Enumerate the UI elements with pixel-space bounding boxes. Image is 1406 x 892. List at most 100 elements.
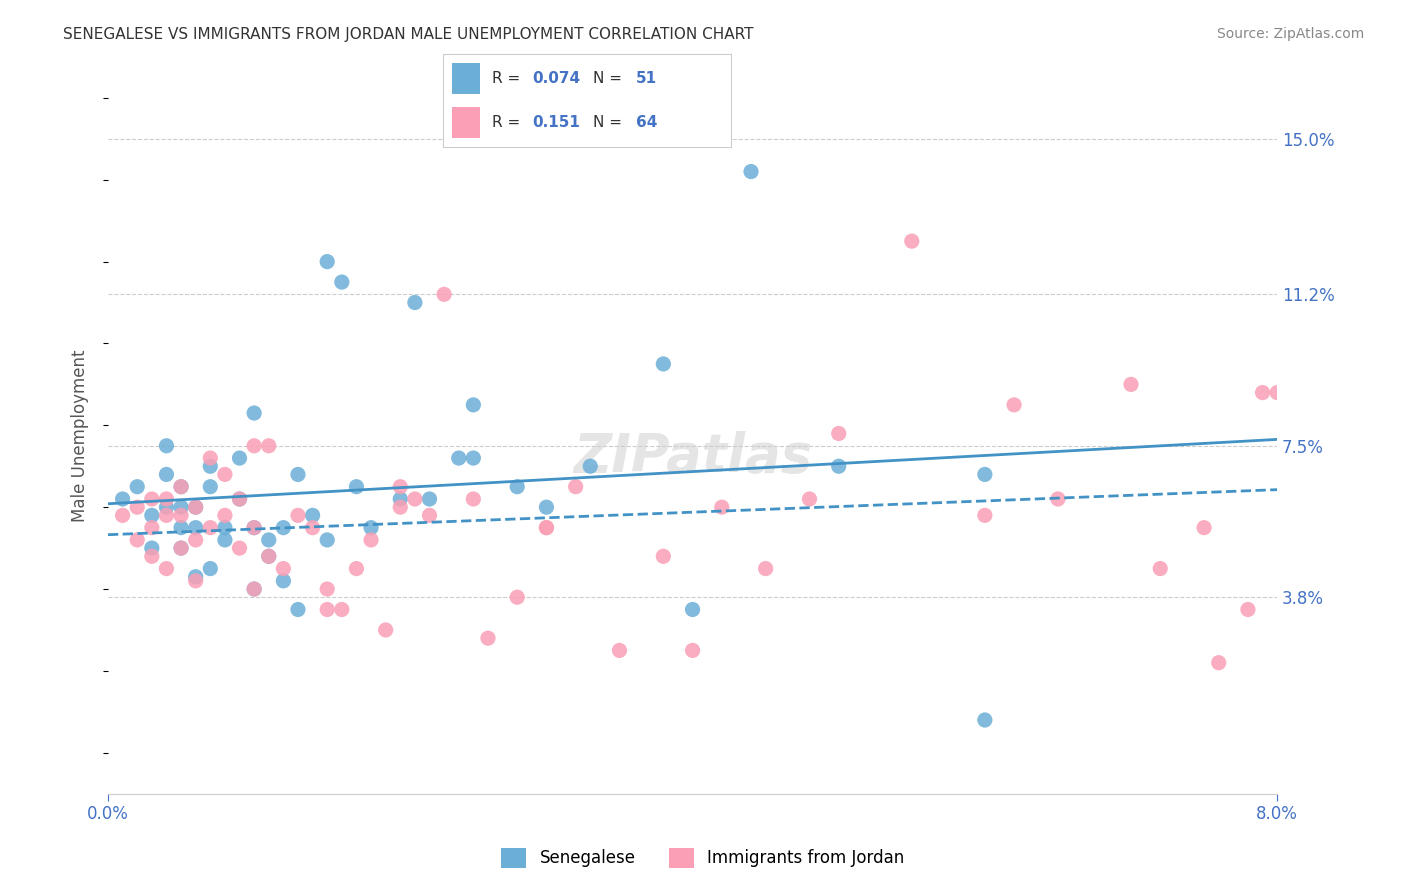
Point (1002, 398, 1025, 412)
Point (1208, 656, 1230, 670)
Point (170, 541, 193, 555)
Point (170, 541, 193, 555)
Point (316, 582, 339, 596)
Text: 0.074: 0.074 (533, 71, 581, 87)
Point (389, 500, 412, 515)
Point (682, 643, 704, 657)
Point (1149, 561, 1171, 575)
Point (463, 451, 485, 466)
Point (127, 533, 149, 547)
Point (536, 500, 558, 515)
Point (900, 234, 922, 248)
Point (828, 426, 851, 441)
Point (389, 480, 412, 494)
Point (257, 549, 280, 564)
Point (184, 500, 207, 515)
Point (316, 533, 339, 547)
FancyBboxPatch shape (451, 63, 481, 94)
Point (243, 521, 266, 535)
Point (1265, 385, 1288, 400)
Point (536, 521, 558, 535)
Point (170, 500, 193, 515)
Point (564, 480, 586, 494)
Point (170, 480, 193, 494)
Point (477, 631, 499, 645)
Point (243, 582, 266, 596)
Point (155, 561, 177, 575)
Point (973, 508, 995, 523)
Point (141, 508, 163, 523)
Y-axis label: Male Unemployment: Male Unemployment (72, 350, 89, 522)
Point (404, 491, 426, 506)
Legend: Senegalese, Immigrants from Jordan: Senegalese, Immigrants from Jordan (495, 841, 911, 875)
Point (374, 623, 396, 637)
Point (973, 467, 995, 482)
Point (257, 439, 280, 453)
Text: SENEGALESE VS IMMIGRANTS FROM JORDAN MALE UNEMPLOYMENT CORRELATION CHART: SENEGALESE VS IMMIGRANTS FROM JORDAN MAL… (63, 27, 754, 42)
Point (155, 508, 177, 523)
Point (200, 561, 222, 575)
Text: R =: R = (492, 115, 530, 130)
Point (184, 570, 207, 584)
Point (141, 521, 163, 535)
Point (257, 533, 280, 547)
Point (155, 467, 177, 482)
Point (127, 480, 149, 494)
Point (111, 508, 134, 523)
Point (155, 500, 177, 515)
Point (1237, 602, 1260, 616)
Point (1192, 521, 1215, 535)
Point (184, 533, 207, 547)
Point (316, 254, 339, 268)
Point (652, 549, 675, 564)
Point (184, 521, 207, 535)
Point (243, 406, 266, 420)
Point (301, 508, 323, 523)
Point (506, 591, 529, 605)
Point (170, 521, 193, 535)
Point (346, 480, 368, 494)
Point (346, 561, 368, 575)
FancyBboxPatch shape (451, 107, 481, 138)
Point (433, 287, 456, 301)
Point (1251, 385, 1274, 400)
Point (463, 491, 485, 506)
Point (141, 491, 163, 506)
Point (141, 549, 163, 564)
Point (360, 521, 382, 535)
Point (828, 459, 851, 474)
Point (301, 521, 323, 535)
Point (360, 533, 382, 547)
Point (200, 480, 222, 494)
Point (799, 491, 821, 506)
Point (287, 508, 309, 523)
Point (418, 491, 440, 506)
Point (447, 451, 470, 466)
Point (273, 561, 295, 575)
Point (287, 467, 309, 482)
Point (404, 295, 426, 310)
Point (463, 398, 485, 412)
Point (740, 164, 762, 178)
Point (228, 491, 250, 506)
Point (973, 713, 995, 727)
Point (330, 275, 353, 289)
Point (579, 459, 602, 474)
Point (155, 491, 177, 506)
Text: N =: N = (593, 115, 627, 130)
Point (243, 521, 266, 535)
Point (243, 582, 266, 596)
Point (141, 541, 163, 555)
Text: 51: 51 (636, 71, 657, 87)
Point (330, 602, 353, 616)
Point (184, 574, 207, 588)
Point (214, 533, 236, 547)
Text: Source: ZipAtlas.com: Source: ZipAtlas.com (1216, 27, 1364, 41)
Point (111, 491, 134, 506)
Point (214, 508, 236, 523)
Point (127, 500, 149, 515)
Text: R =: R = (492, 71, 524, 87)
Point (228, 541, 250, 555)
Point (682, 602, 704, 616)
Text: 0.151: 0.151 (533, 115, 581, 130)
